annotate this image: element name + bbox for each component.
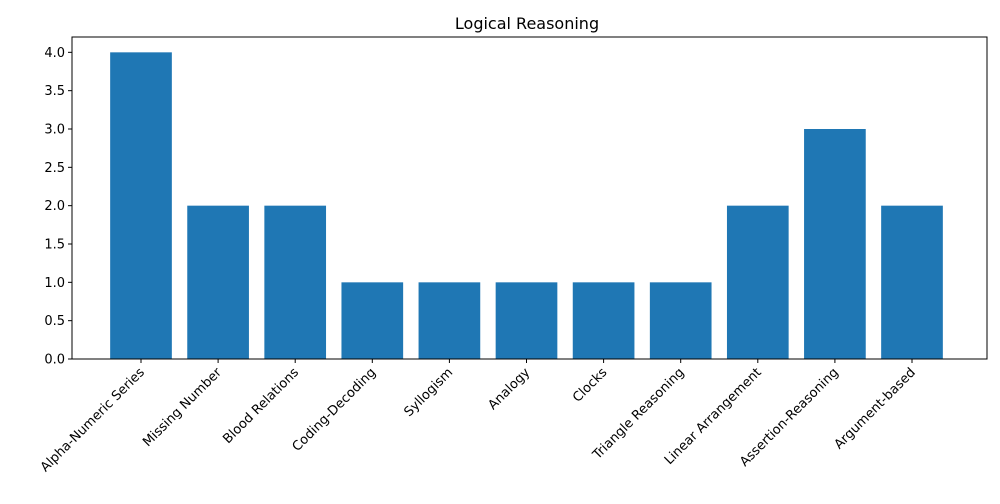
plot-frame — [71, 36, 988, 360]
bar — [187, 205, 249, 359]
bar — [110, 52, 172, 359]
x-tick-label: Alpha-Numeric Series — [38, 365, 148, 475]
bar — [726, 205, 789, 359]
y-tick-label: 0.5 — [44, 314, 65, 329]
bar — [804, 129, 866, 359]
bar — [495, 282, 558, 359]
x-tick-label: Missing Number — [140, 365, 225, 450]
x-tick-label: Argument-based — [832, 365, 919, 452]
y-tick-label: 3.0 — [44, 123, 65, 138]
y-tick-label: 1.0 — [44, 276, 65, 291]
x-tick-label: Blood Relations — [220, 365, 302, 447]
bar — [341, 282, 404, 359]
x-tick-label: Analogy — [486, 365, 534, 413]
bar — [881, 205, 943, 359]
y-tick-label: 2.0 — [44, 199, 65, 214]
bar — [649, 282, 712, 359]
y-tick-label: 1.5 — [44, 238, 65, 253]
bar — [264, 205, 327, 359]
y-tick-label: 0.0 — [44, 353, 65, 368]
bar — [418, 282, 481, 359]
bar — [572, 282, 635, 359]
y-tick-label: 3.5 — [44, 84, 65, 99]
chart-title: Logical Reasoning — [455, 14, 599, 33]
x-tick-label: Clocks — [570, 365, 611, 406]
x-tick-label: Coding-Decoding — [290, 365, 379, 454]
x-tick-label: Syllogism — [401, 365, 456, 420]
y-tick-label: 4.0 — [44, 46, 65, 61]
y-tick-label: 2.5 — [44, 161, 65, 176]
